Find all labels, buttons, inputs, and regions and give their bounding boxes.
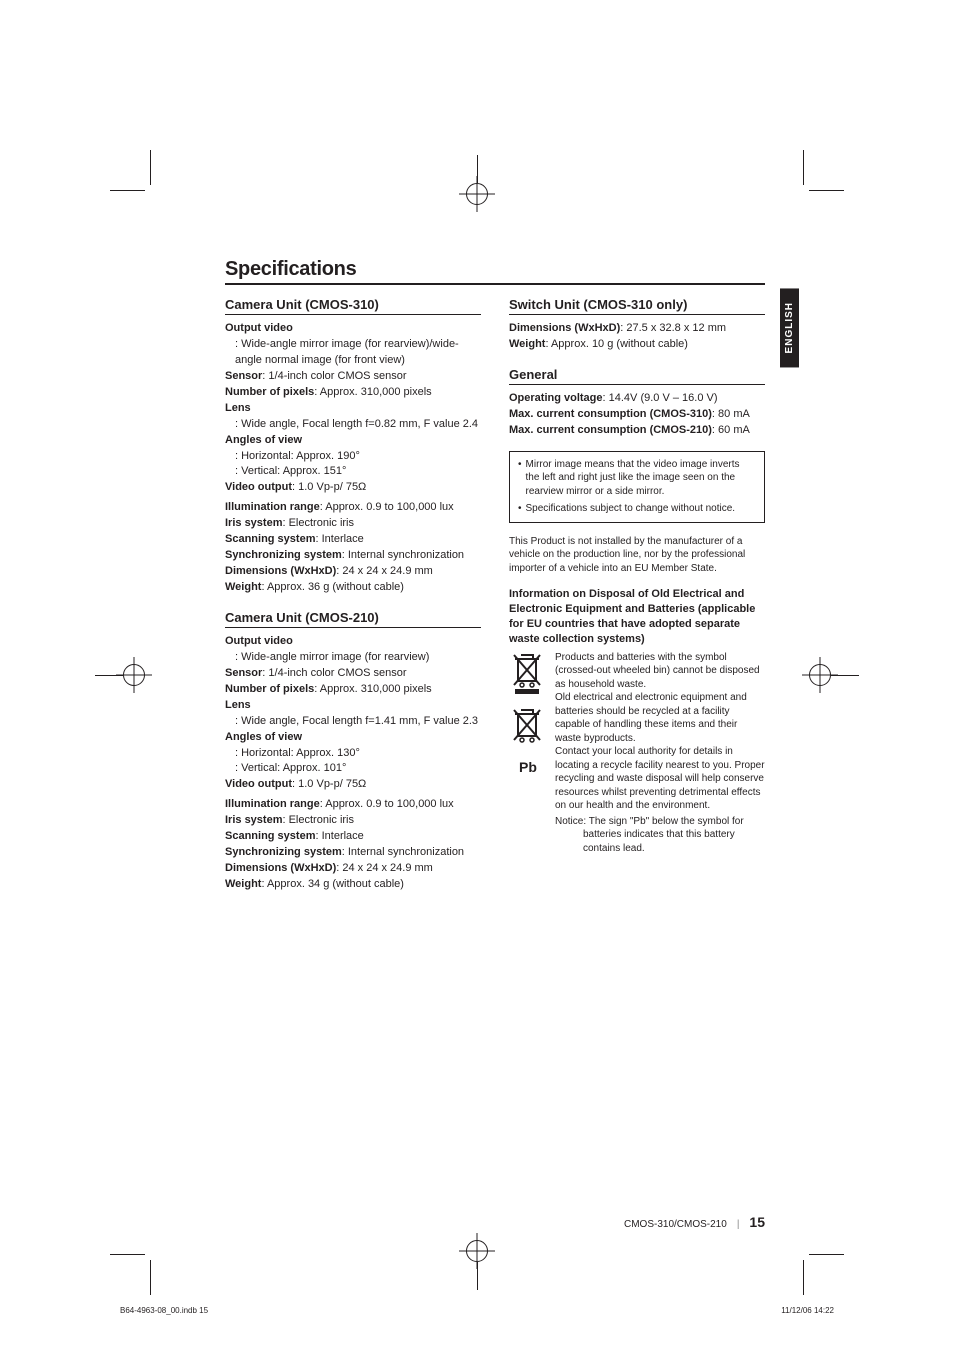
crop-mark-bottom-center [466, 1240, 488, 1290]
crop-corner-br [784, 1235, 844, 1295]
section-head-general: General [509, 367, 765, 385]
spec-switch: Dimensions (WxHxD): 27.5 x 32.8 x 12 mm … [509, 321, 765, 353]
page-title: Specifications [225, 258, 765, 285]
notes-box: •Mirror image means that the video image… [509, 451, 765, 523]
section-head-cam210: Camera Unit (CMOS-210) [225, 610, 481, 628]
left-column: Camera Unit (CMOS-310) Output video : Wi… [225, 295, 481, 893]
crop-mark-mid-left [95, 664, 145, 686]
disposal-text: Products and batteries with the symbol (… [555, 652, 765, 812]
crop-corner-bl [110, 1235, 170, 1295]
crop-mark-mid-right [809, 664, 859, 686]
footer-model: CMOS-310/CMOS-210 [624, 1219, 727, 1230]
section-head-switch: Switch Unit (CMOS-310 only) [509, 297, 765, 315]
print-file: B64-4963-08_00.indb 15 [120, 1306, 208, 1315]
disposal-notice: Notice: The sign "Pb" below the symbol f… [555, 815, 765, 856]
page-number: 15 [749, 1214, 765, 1230]
crop-mark-top-center [466, 155, 488, 205]
page-footer: CMOS-310/CMOS-210 | 15 [225, 1214, 765, 1230]
crop-corner-tr [784, 150, 844, 210]
page-content: Specifications ENGLISH Camera Unit (CMOS… [225, 258, 765, 893]
right-column: Switch Unit (CMOS-310 only) Dimensions (… [509, 295, 765, 893]
print-metadata: B64-4963-08_00.indb 15 11/12/06 14:22 [120, 1306, 834, 1315]
spec-cam310: Output video : Wide-angle mirror image (… [225, 321, 481, 596]
crossed-bin-icon-2 [509, 706, 545, 746]
disposal-icons: Pb [509, 651, 547, 856]
crossed-bin-icon [509, 651, 545, 695]
disposal-heading: Information on Disposal of Old Electrica… [509, 587, 765, 646]
spec-general: Operating voltage: 14.4V (9.0 V – 16.0 V… [509, 391, 765, 439]
crop-corner-tl [110, 150, 170, 210]
language-tab: ENGLISH [780, 288, 799, 367]
eu-disclaimer: This Product is not installed by the man… [509, 535, 765, 576]
section-head-cam310: Camera Unit (CMOS-310) [225, 297, 481, 315]
spec-cam210: Output video : Wide-angle mirror image (… [225, 634, 481, 893]
pb-label: Pb [509, 759, 547, 775]
disposal-body: Pb Products and batteries with the symbo… [509, 651, 765, 856]
print-timestamp: 11/12/06 14:22 [781, 1306, 834, 1315]
